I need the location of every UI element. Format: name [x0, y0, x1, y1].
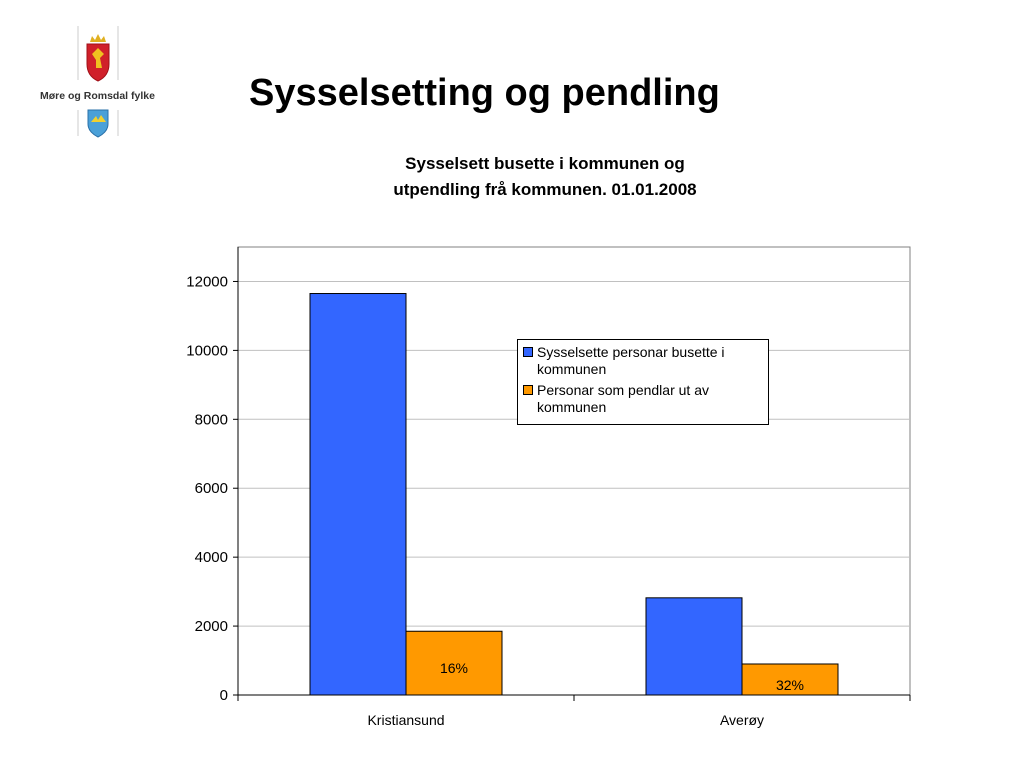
chart-title: Sysselsett busette i kommunen og utpendl…	[300, 151, 790, 203]
legend-item-commuters: Personar som pendlar ut av kommunen	[523, 382, 764, 416]
page-title: Sysselsetting og pendling	[249, 72, 720, 114]
y-tick-label-12000: 12000	[186, 273, 228, 290]
bar-commuters-0	[405, 630, 503, 696]
data-label-commuters-1: 32%	[776, 677, 804, 693]
bar-commuters-1	[741, 663, 839, 696]
bar-employed-0	[309, 293, 407, 696]
x-tick-label-0: Kristiansund	[367, 712, 444, 728]
y-tick-label-0: 0	[220, 687, 228, 704]
more-og-romsdal-shield-icon	[87, 109, 109, 138]
legend-label-employed-line-2: kommunen	[537, 361, 607, 377]
county-logo: Møre og Romsdal fylke	[26, 24, 158, 140]
legend-item-employed: Sysselsette personar busette i kommunen	[523, 344, 764, 378]
legend-label-commuters-line-2: kommunen	[537, 399, 607, 415]
x-tick-label-1: Averøy	[720, 712, 764, 728]
chart-legend: Sysselsette personar busette i kommunen …	[517, 339, 769, 425]
logo-graphic	[77, 26, 119, 138]
data-label-commuters-0: 16%	[440, 660, 468, 676]
logo-text: Møre og Romsdal fylke	[40, 90, 155, 102]
bar-employed-1	[645, 597, 743, 696]
legend-label-employed-line-1: Sysselsette personar busette i	[537, 344, 725, 360]
y-tick-label-10000: 10000	[186, 342, 228, 359]
norway-coat-of-arms-icon	[86, 34, 110, 82]
y-tick-label-8000: 8000	[195, 411, 228, 428]
y-tick-label-6000: 6000	[195, 480, 228, 497]
legend-label-employed: Sysselsette personar busette i kommunen	[537, 344, 725, 378]
y-tick-label-4000: 4000	[195, 549, 228, 566]
legend-label-commuters: Personar som pendlar ut av kommunen	[537, 382, 709, 416]
legend-swatch-commuters	[523, 385, 533, 395]
chart-title-line-2: utpendling frå kommunen. 01.01.2008	[393, 180, 697, 199]
chart-title-line-1: Sysselsett busette i kommunen og	[405, 154, 685, 173]
y-tick-label-2000: 2000	[195, 618, 228, 635]
legend-label-commuters-line-1: Personar som pendlar ut av	[537, 382, 709, 398]
legend-swatch-employed	[523, 347, 533, 357]
